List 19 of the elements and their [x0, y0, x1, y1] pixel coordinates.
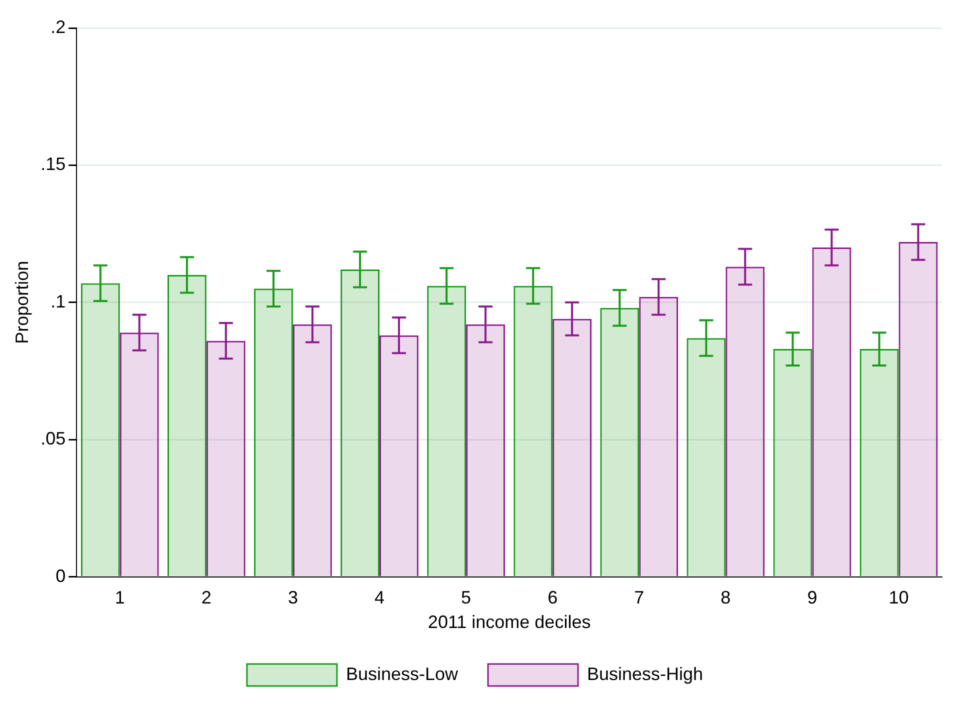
y-tick-label: .05 — [40, 428, 66, 449]
legend-label: Business-Low — [346, 664, 459, 684]
x-tick-label: 7 — [634, 588, 644, 608]
x-axis-title: 2011 income deciles — [428, 612, 591, 632]
legend-label: Business-High — [587, 664, 704, 684]
x-tick-label: 4 — [374, 588, 385, 608]
x-tick-label: 1 — [114, 588, 125, 608]
x-tick-label: 6 — [548, 588, 558, 608]
x-tick-label: 2 — [201, 588, 212, 608]
y-axis-title: Proportion — [12, 260, 32, 344]
x-tick-label: 8 — [720, 588, 731, 608]
y-tick-label: 0 — [56, 566, 66, 586]
y-tick-label: .15 — [40, 154, 66, 174]
y-tick-label: .1 — [50, 291, 66, 312]
x-tick-label: 10 — [888, 588, 909, 608]
x-tick-label: 9 — [807, 588, 818, 608]
x-tick-label: 5 — [461, 588, 472, 608]
x-tick-label: 3 — [288, 588, 298, 608]
y-tick-label: .2 — [50, 16, 66, 37]
